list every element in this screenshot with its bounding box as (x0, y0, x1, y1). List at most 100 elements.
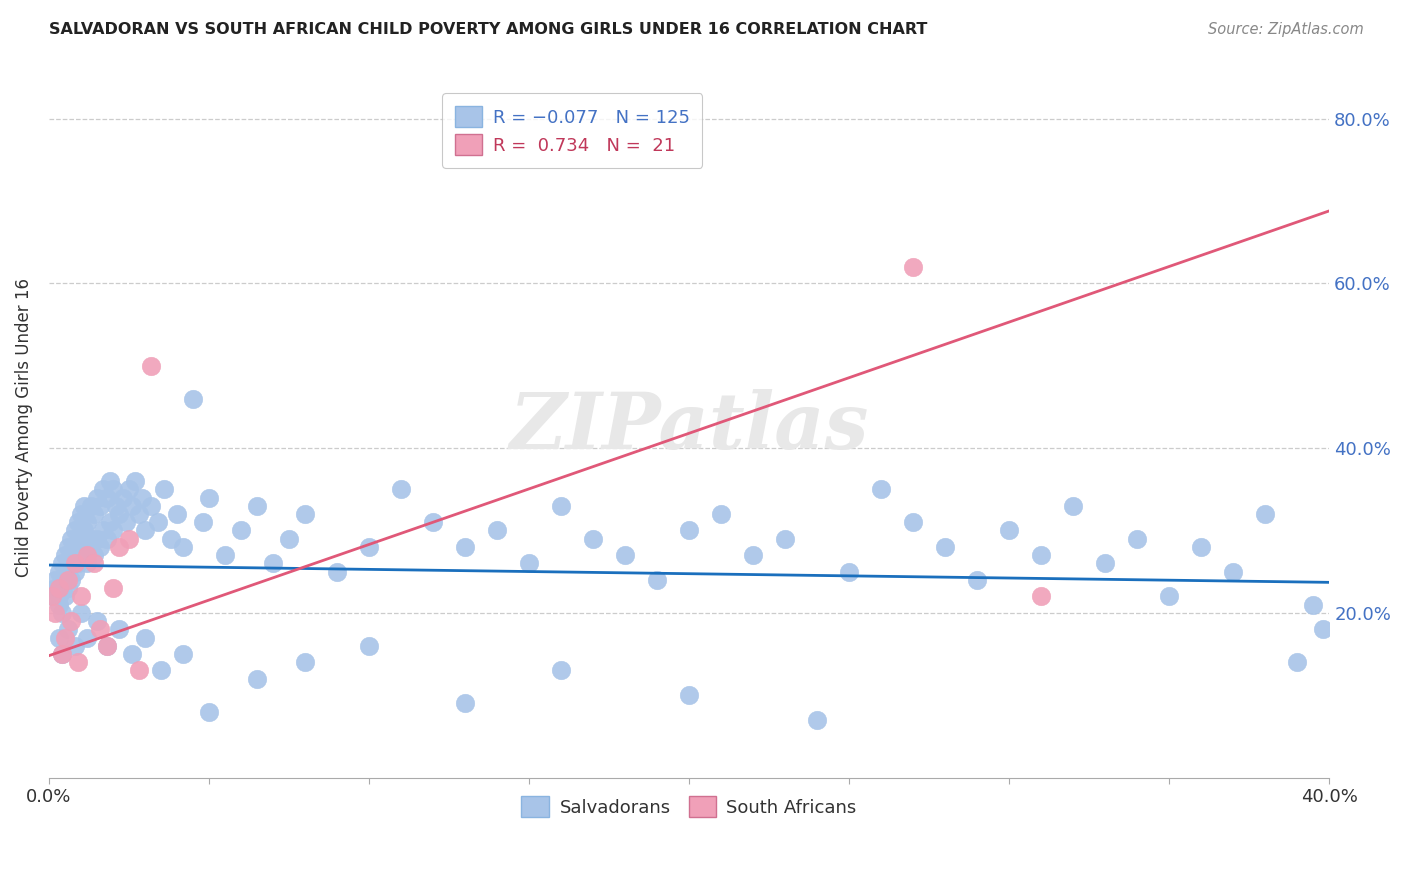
Point (105, 499, 128, 513)
Point (51, 557, 73, 571)
Point (101, 581, 124, 595)
Point (60, 573, 83, 587)
Point (246, 672, 269, 686)
Point (198, 705, 221, 719)
Point (108, 622, 131, 636)
Point (1094, 557, 1116, 571)
Point (76, 540, 98, 554)
Point (1062, 499, 1084, 513)
Point (1286, 655, 1309, 669)
Point (166, 507, 188, 521)
Point (86, 614, 108, 628)
Point (422, 515, 444, 529)
Point (53, 573, 76, 587)
Point (41, 590, 63, 604)
Point (870, 483, 893, 497)
Point (1312, 622, 1334, 636)
Point (111, 491, 134, 505)
Point (63, 548, 86, 562)
Y-axis label: Child Poverty Among Girls Under 16: Child Poverty Among Girls Under 16 (15, 278, 32, 577)
Point (70, 606, 93, 620)
Point (66, 557, 89, 571)
Point (53, 548, 76, 562)
Point (806, 713, 828, 727)
Point (56, 565, 79, 579)
Point (44, 606, 66, 620)
Point (108, 540, 131, 554)
Point (89, 540, 111, 554)
Point (44, 573, 66, 587)
Point (79, 499, 101, 513)
Point (742, 548, 765, 562)
Point (357, 639, 380, 653)
Point (96, 639, 118, 653)
Point (486, 524, 509, 538)
Point (73, 499, 96, 513)
Point (48, 581, 70, 595)
Point (76, 557, 98, 571)
Point (153, 483, 176, 497)
Point (582, 532, 605, 546)
Point (246, 499, 269, 513)
Point (93, 524, 115, 538)
Point (141, 359, 163, 373)
Point (645, 573, 668, 587)
Point (96, 532, 118, 546)
Point (114, 515, 136, 529)
Point (121, 647, 143, 661)
Point (550, 499, 572, 513)
Point (128, 664, 150, 678)
Point (60, 614, 83, 628)
Point (1222, 565, 1244, 579)
Point (96, 491, 118, 505)
Point (48, 590, 70, 604)
Point (86, 532, 108, 546)
Point (134, 631, 156, 645)
Point (901, 260, 924, 274)
Point (131, 491, 153, 505)
Point (89, 622, 111, 636)
Point (454, 697, 477, 711)
Point (86, 491, 108, 505)
Point (56, 581, 79, 595)
Point (146, 515, 169, 529)
Point (838, 565, 860, 579)
Point (191, 515, 214, 529)
Point (517, 557, 540, 571)
Point (56, 573, 79, 587)
Point (51, 647, 73, 661)
Point (48, 598, 70, 612)
Point (294, 655, 316, 669)
Point (1031, 590, 1053, 604)
Point (60, 557, 83, 571)
Point (96, 639, 118, 653)
Point (76, 548, 98, 562)
Point (294, 507, 316, 521)
Point (326, 565, 349, 579)
Point (66, 515, 89, 529)
Point (141, 499, 163, 513)
Point (66, 540, 89, 554)
Point (1126, 532, 1149, 546)
Point (98, 515, 121, 529)
Point (83, 557, 105, 571)
Point (70, 590, 93, 604)
Point (1031, 548, 1053, 562)
Point (966, 573, 988, 587)
Point (70, 548, 93, 562)
Point (63, 524, 86, 538)
Point (56, 540, 79, 554)
Point (73, 524, 96, 538)
Point (51, 581, 73, 595)
Point (678, 524, 700, 538)
Point (53, 631, 76, 645)
Point (262, 557, 284, 571)
Point (1189, 540, 1212, 554)
Point (66, 655, 89, 669)
Point (60, 532, 83, 546)
Point (1254, 507, 1277, 521)
Point (1159, 590, 1181, 604)
Point (550, 664, 572, 678)
Point (63, 557, 86, 571)
Point (79, 532, 101, 546)
